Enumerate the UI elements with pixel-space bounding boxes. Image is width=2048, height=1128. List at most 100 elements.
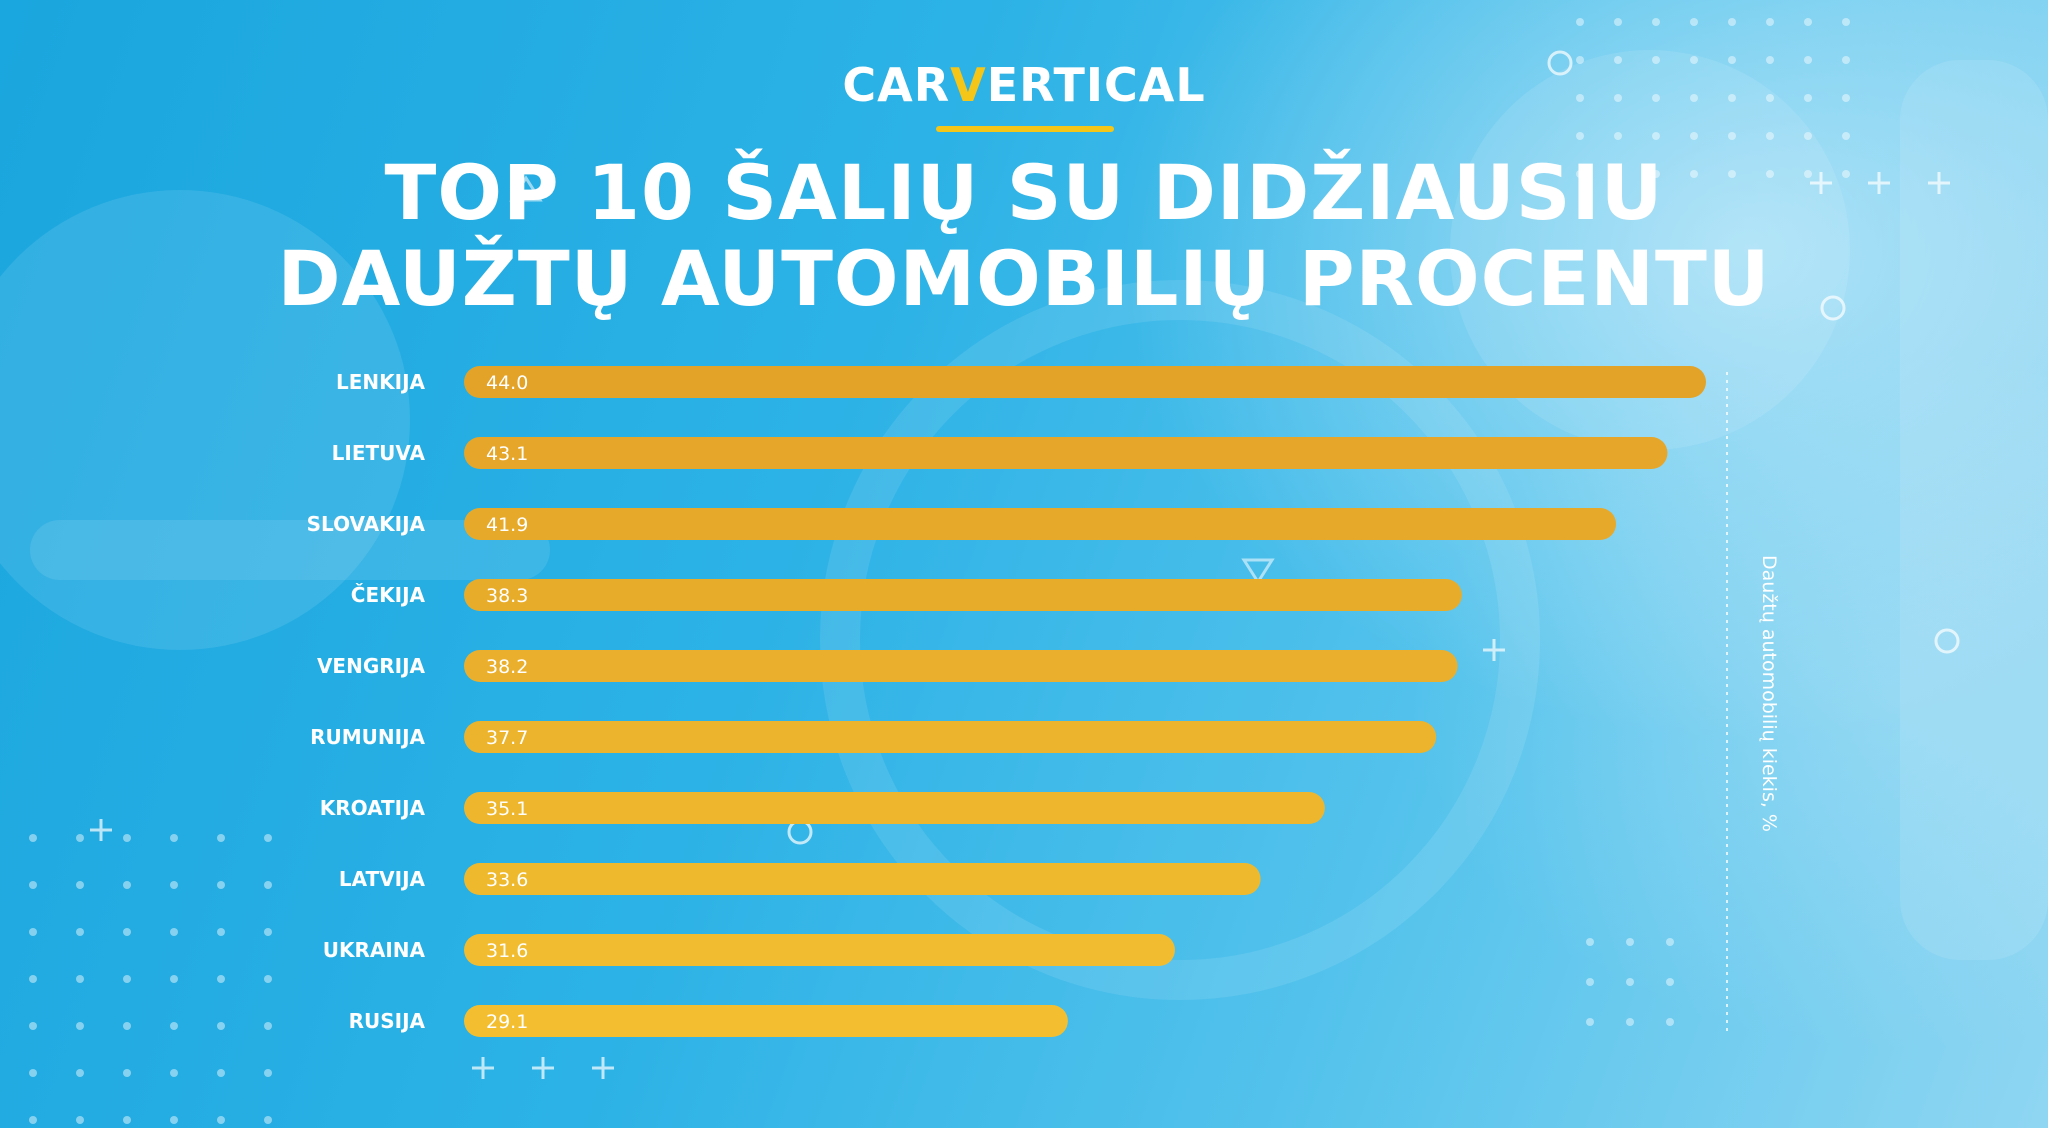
value-label: 35.1: [486, 798, 528, 820]
decor-dot: [1842, 56, 1850, 64]
decor-dot: [1690, 94, 1698, 102]
decor-dot: [76, 881, 84, 889]
decor-dot: [217, 1022, 225, 1030]
decor-dot: [264, 928, 272, 936]
decor-dot: [1690, 18, 1698, 26]
decor-dot: [1728, 94, 1736, 102]
decor-dot: [1626, 978, 1634, 986]
decor-dot: [1766, 18, 1774, 26]
decor-dot: [1614, 56, 1622, 64]
decor-dot: [29, 1116, 37, 1124]
decor-dot: [123, 975, 131, 983]
category-label: VENGRIJA: [317, 654, 426, 678]
plus-icon: [1483, 639, 1505, 661]
decor-dot: [1728, 18, 1736, 26]
decor-dot: [217, 881, 225, 889]
decor-dot: [1614, 132, 1622, 140]
decor-dot: [1614, 170, 1622, 178]
decor-dot: [76, 1022, 84, 1030]
category-label: LATVIJA: [339, 867, 426, 891]
value-label: 38.3: [486, 585, 528, 607]
decor-dot: [1804, 18, 1812, 26]
value-label: 43.1: [486, 443, 528, 465]
decor-dot: [1804, 132, 1812, 140]
decor-dot: [1626, 938, 1634, 946]
decor-dot: [1652, 94, 1660, 102]
value-label: 44.0: [486, 372, 528, 394]
category-label: RUSIJA: [349, 1009, 426, 1033]
decor-dot: [1652, 170, 1660, 178]
decor-dot: [1576, 18, 1584, 26]
bar-čekija: [464, 579, 1462, 611]
category-label: SLOVAKIJA: [307, 512, 426, 536]
decor-dot: [264, 1116, 272, 1124]
decor-dot: [29, 975, 37, 983]
plus-icon: [1868, 172, 1890, 194]
decor-dot: [29, 1069, 37, 1077]
bar-slovakija: [464, 508, 1617, 540]
decor-dot: [1766, 170, 1774, 178]
bar-lietuva: [464, 437, 1668, 469]
bar-lenkija: [464, 366, 1706, 398]
title-line-1: TOP 10 ŠALIŲ SU DIDŽIAUSIU: [384, 148, 1664, 237]
decor-dot: [76, 928, 84, 936]
decor-dot: [76, 1069, 84, 1077]
decor-dot: [1576, 170, 1584, 178]
bar-ukraina: [464, 934, 1175, 966]
decor-dot: [170, 881, 178, 889]
decor-dot: [217, 975, 225, 983]
plus-icon: [1810, 172, 1832, 194]
decor-dot: [1842, 132, 1850, 140]
decor-dot: [264, 881, 272, 889]
logo-text-car: CAR: [842, 58, 951, 112]
decor-dot: [1652, 56, 1660, 64]
bar-group: LENKIJA 44.0 LIETUVA 43.1 SLOVAKIJA 41.9 ČEKIJ…: [307, 366, 1706, 1037]
decor-dot: [1576, 132, 1584, 140]
plus-icon: [592, 1057, 614, 1079]
decor-dot: [1804, 94, 1812, 102]
brand-logo: CARVERTICAL: [0, 58, 2048, 112]
decor-dot: [217, 1116, 225, 1124]
title-line-2: DAUŽTŲ AUTOMOBILIŲ PROCENTU: [277, 234, 1771, 323]
decor-dot: [264, 975, 272, 983]
ring-icon: [1547, 50, 1573, 76]
dot-grid-right-top: [1576, 18, 1850, 178]
decor-dot: [1766, 94, 1774, 102]
ring-icon: [1820, 295, 1846, 321]
axis-title: Daužtų automobilių kiekis, %: [1758, 555, 1780, 832]
decor-dot: [1666, 938, 1674, 946]
category-label: LIETUVA: [332, 441, 426, 465]
triangle-icons: [509, 175, 1275, 585]
ring-icon: [1934, 628, 1960, 654]
decor-dot: [170, 1116, 178, 1124]
logo-text-ertical: ERTICAL: [986, 58, 1206, 112]
bar-kroatija: [464, 792, 1325, 824]
decor-dot: [123, 881, 131, 889]
decor-dot: [1842, 94, 1850, 102]
logo-text-v: V: [950, 58, 987, 112]
value-label: 29.1: [486, 1011, 528, 1033]
value-label: 41.9: [486, 514, 528, 536]
decor-dot: [264, 1069, 272, 1077]
category-label: ČEKIJA: [351, 583, 426, 607]
decor-dot: [123, 928, 131, 936]
decor-dot: [1576, 94, 1584, 102]
background-shapes: [0, 50, 2048, 1000]
decor-dot: [1842, 170, 1850, 178]
decor-dot: [1576, 56, 1584, 64]
decor-dot: [29, 881, 37, 889]
decor-dot: [1804, 170, 1812, 178]
dot-grid-left: [29, 834, 272, 1124]
decor-dot: [1586, 1018, 1594, 1026]
decor-dot: [170, 975, 178, 983]
decor-dot: [1728, 170, 1736, 178]
plus-icons: [90, 172, 1950, 1079]
value-label: 37.7: [486, 727, 528, 749]
value-label: 31.6: [486, 940, 528, 962]
decor-dot: [170, 1022, 178, 1030]
decor-dot: [1728, 56, 1736, 64]
plus-icon: [472, 1057, 494, 1079]
decor-dot: [1842, 18, 1850, 26]
